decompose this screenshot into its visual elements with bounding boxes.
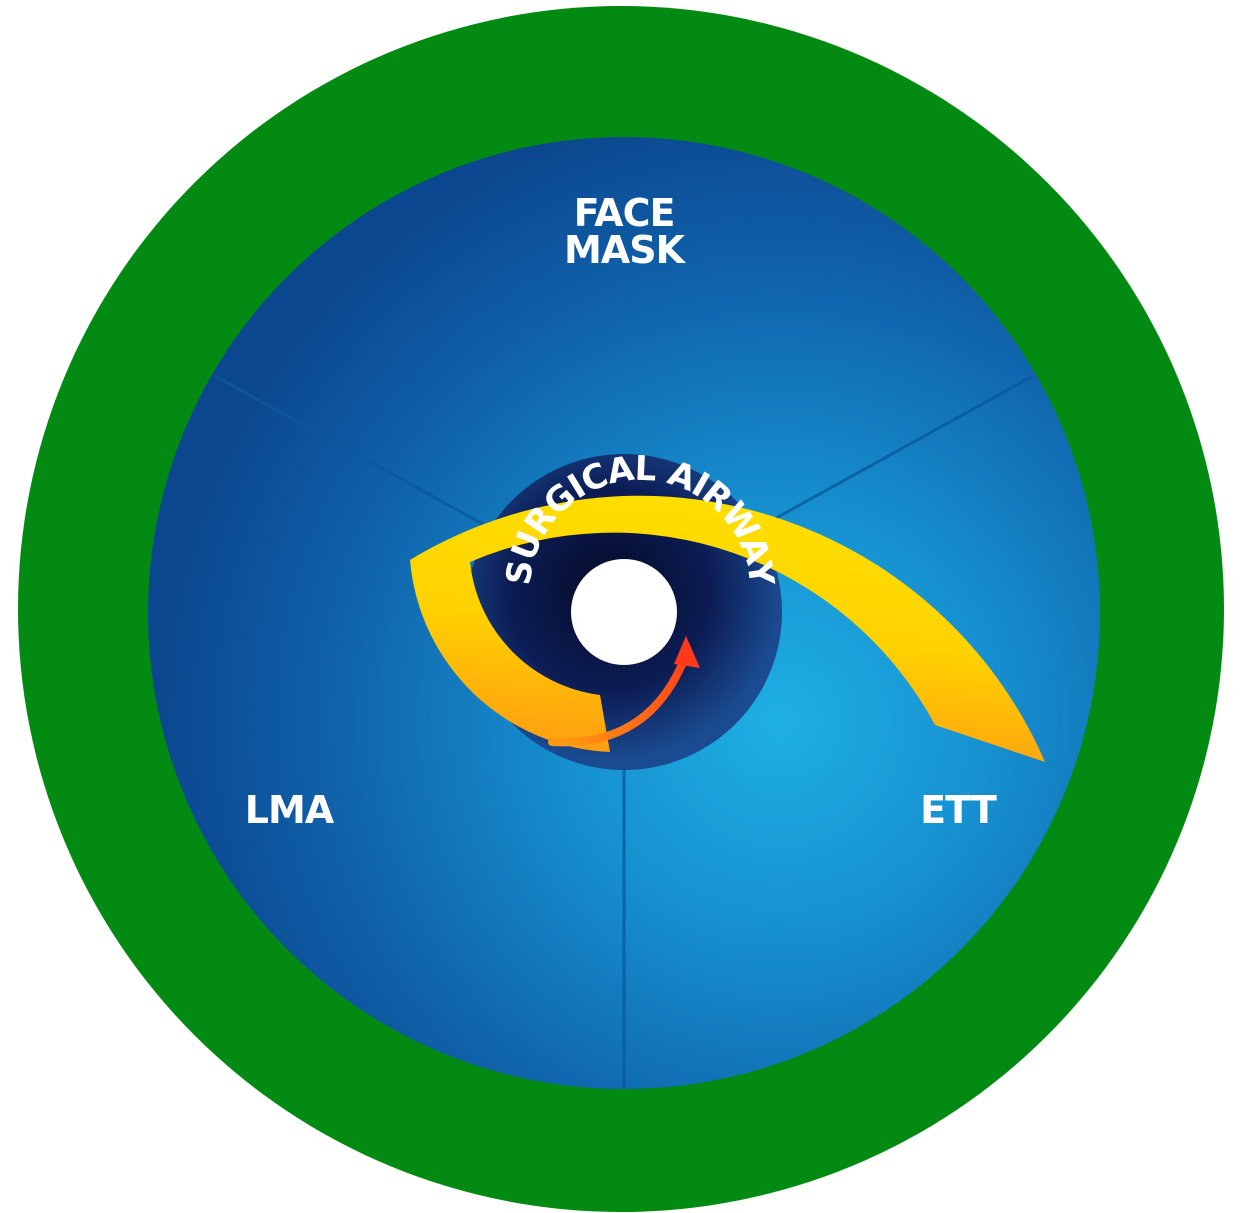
- label-lma: LMA: [245, 788, 335, 832]
- spiral-arrow-tail: [548, 651, 690, 747]
- center-hole: [571, 559, 677, 665]
- label-face-mask-line1: FACE: [574, 191, 675, 235]
- sector-dividers: [214, 374, 1034, 1089]
- spiral-arrow-head: [674, 636, 700, 668]
- label-face-mask-line2: MASK: [564, 228, 687, 272]
- divider-left: [214, 374, 491, 530]
- divider-right: [757, 374, 1034, 530]
- spiral-arrow-body: [410, 495, 1045, 762]
- label-ett: ETT: [920, 788, 997, 832]
